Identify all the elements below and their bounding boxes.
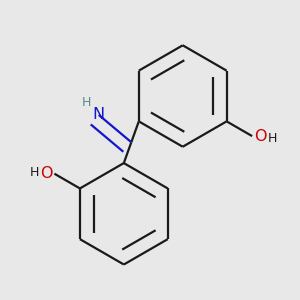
Text: O: O	[254, 129, 266, 144]
Text: H: H	[29, 166, 39, 178]
Text: H: H	[82, 96, 91, 109]
Text: H: H	[268, 132, 277, 145]
Text: N: N	[93, 107, 105, 122]
Text: O: O	[40, 166, 53, 181]
